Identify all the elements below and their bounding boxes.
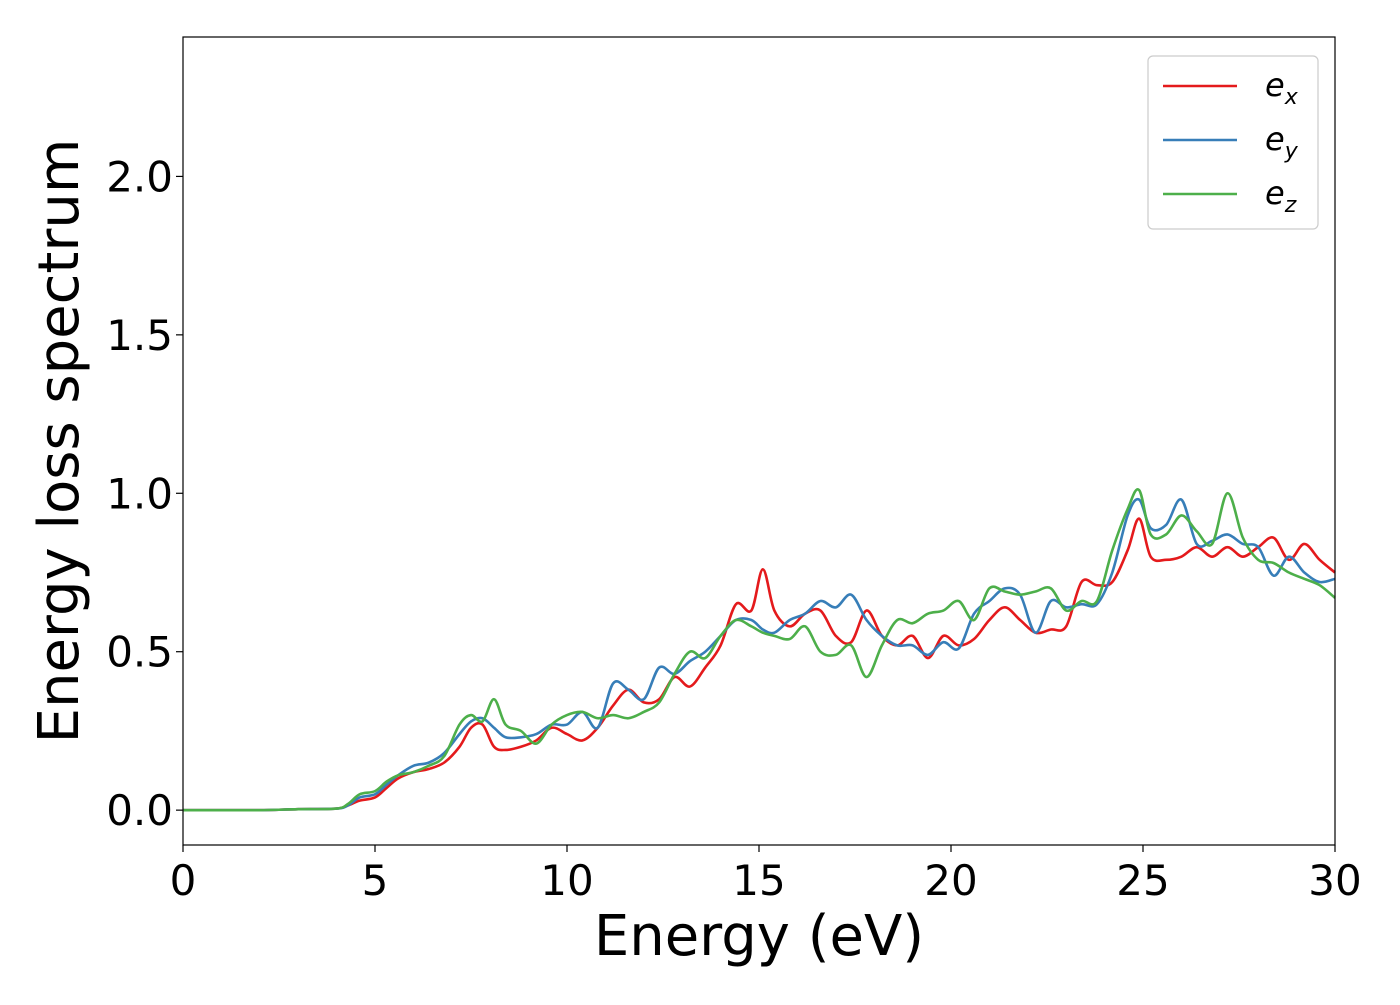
x-axis-title: Energy (eV) <box>594 904 924 969</box>
y-axis-title: Energy loss spectrum <box>27 139 92 744</box>
legend-label: ex <box>1265 66 1299 110</box>
legend-label-base: e <box>1265 174 1285 212</box>
x-tick-label: 30 <box>1308 856 1361 905</box>
series-line-ez <box>182 488 1336 812</box>
legend-label-base: e <box>1265 66 1285 104</box>
x-tick-label: 5 <box>362 856 389 905</box>
y-tick-label: 0.0 <box>106 786 173 835</box>
legend-label-subscript: x <box>1284 85 1299 110</box>
y-tick-label: 1.0 <box>106 469 173 518</box>
x-tick-label: 15 <box>732 856 785 905</box>
legend-label-base: e <box>1265 120 1285 158</box>
y-axis: 0.0 0.5 1.0 1.5 2.0 <box>106 152 183 835</box>
x-axis: 0 5 10 15 20 25 30 <box>170 845 1362 905</box>
y-tick-label: 1.5 <box>106 311 173 360</box>
series-layer <box>182 488 1336 812</box>
legend-label: ez <box>1265 174 1297 218</box>
legend-label-subscript: z <box>1284 193 1297 218</box>
series-line-ey <box>182 497 1336 812</box>
x-tick-label: 20 <box>924 856 977 905</box>
legend-label: ey <box>1265 120 1299 164</box>
series-line-ex <box>182 517 1336 812</box>
y-tick-label: 2.0 <box>106 152 173 201</box>
y-tick-label: 0.5 <box>106 628 173 677</box>
x-tick-label: 10 <box>540 856 593 905</box>
legend-box <box>1147 55 1319 230</box>
x-tick-label: 0 <box>170 856 197 905</box>
legend-label-subscript: y <box>1284 139 1299 164</box>
x-tick-label: 25 <box>1116 856 1169 905</box>
